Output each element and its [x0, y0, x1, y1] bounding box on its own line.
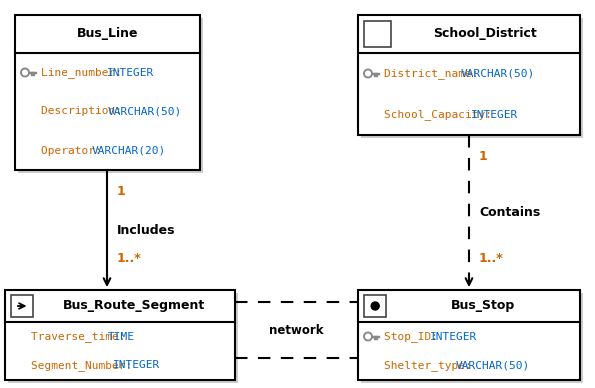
Text: INTEGER: INTEGER [112, 360, 160, 371]
Text: VARCHAR(50): VARCHAR(50) [455, 360, 530, 371]
Circle shape [366, 334, 370, 339]
Text: Traverse_time:: Traverse_time: [31, 331, 132, 342]
Text: Bus_Stop: Bus_Stop [451, 300, 515, 312]
Bar [358, 15, 580, 135]
Text: 1: 1 [479, 150, 488, 163]
Text: VARCHAR(50): VARCHAR(50) [461, 69, 535, 78]
Text: INTEGER: INTEGER [471, 109, 518, 120]
Text: Bus_Line: Bus_Line [77, 28, 138, 40]
Text: 1..*: 1..* [479, 252, 504, 265]
Bar [364, 295, 386, 317]
Text: INTEGER: INTEGER [107, 68, 155, 78]
Text: 1..*: 1..* [117, 252, 142, 265]
Text: School_Capacity:: School_Capacity: [384, 109, 499, 120]
Bar [11, 295, 33, 317]
Text: Bus_Route_Segment: Bus_Route_Segment [63, 300, 205, 312]
Circle shape [21, 68, 29, 77]
Text: Shelter_type:: Shelter_type: [384, 360, 478, 371]
Text: TIME: TIME [108, 331, 134, 341]
Text: District_name:: District_name: [384, 68, 486, 79]
Circle shape [371, 302, 379, 310]
Text: VARCHAR(20): VARCHAR(20) [92, 146, 166, 156]
Circle shape [364, 69, 372, 78]
Bar [358, 290, 580, 380]
Text: Segment_Number:: Segment_Number: [31, 360, 139, 371]
Bar [8, 293, 238, 383]
Text: Stop_ID:: Stop_ID: [384, 331, 444, 342]
Text: Line_number:: Line_number: [41, 67, 129, 78]
Text: network: network [270, 324, 324, 336]
Text: School_District: School_District [433, 28, 537, 40]
Bar [361, 18, 583, 138]
Circle shape [23, 70, 27, 75]
Text: Contains: Contains [479, 206, 540, 219]
Text: VARCHAR(50): VARCHAR(50) [107, 106, 181, 116]
Bar [5, 290, 235, 380]
Bar [15, 15, 200, 170]
Bar [361, 293, 583, 383]
Circle shape [364, 332, 372, 341]
Text: Description:: Description: [41, 106, 129, 116]
Text: Operator:: Operator: [41, 146, 108, 156]
Bar [18, 18, 203, 173]
Text: Includes: Includes [117, 223, 176, 237]
Text: INTEGER: INTEGER [430, 331, 477, 341]
Circle shape [366, 71, 370, 76]
Bar [364, 21, 390, 47]
Text: 1: 1 [117, 185, 126, 198]
